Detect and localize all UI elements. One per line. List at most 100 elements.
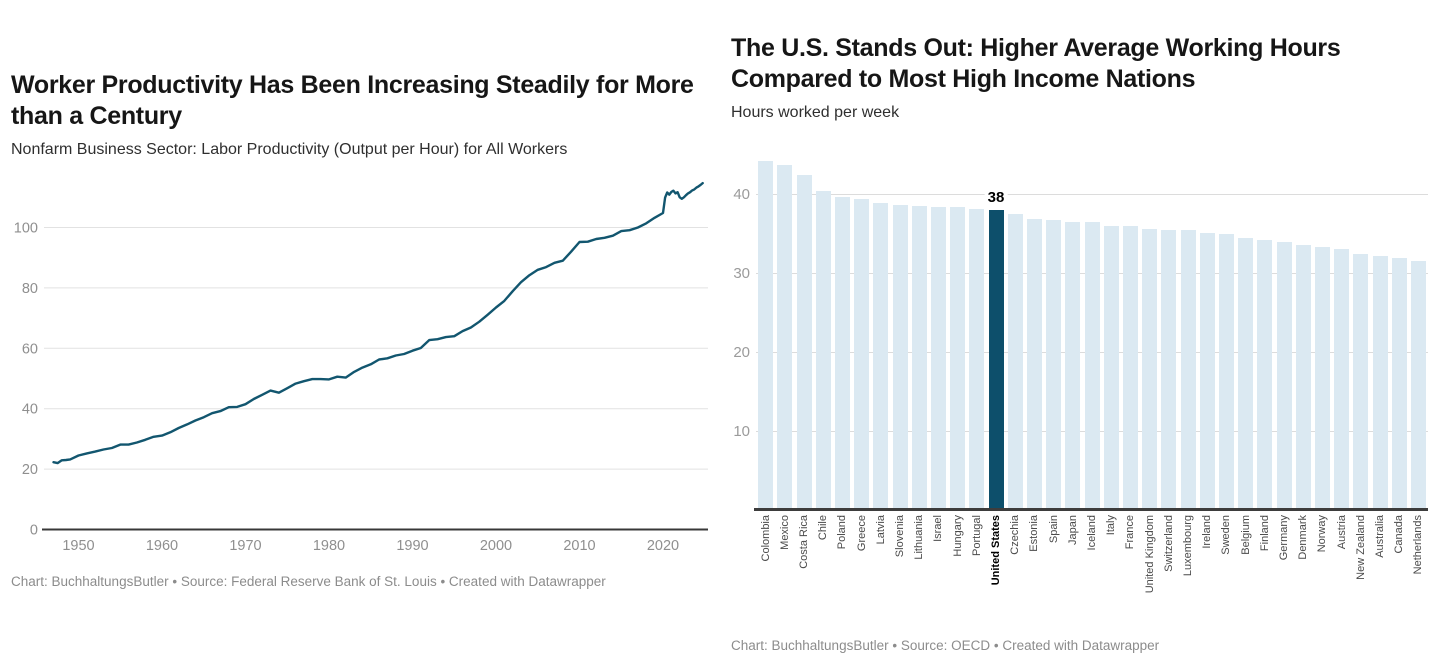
y-tick-label: 20 [733, 344, 750, 361]
bar [1122, 226, 1138, 510]
bar [796, 175, 812, 510]
bar [1334, 249, 1350, 510]
bar [1257, 239, 1273, 510]
country-label: Greece [855, 515, 868, 552]
bar [777, 164, 793, 510]
country-label: Denmark [1297, 515, 1310, 560]
y-tick-label: 10 [733, 423, 750, 440]
productivity-line [52, 181, 704, 465]
x-tick-label: 2010 [563, 538, 595, 554]
bar [1295, 244, 1311, 510]
country-label: Mexico [778, 515, 791, 550]
country-label: New Zealand [1354, 515, 1367, 580]
bar-highlighted [988, 209, 1004, 510]
left-chart-title-line2: than a Century [11, 102, 182, 130]
y-tick-label: 20 [22, 462, 38, 478]
country-label: Iceland [1086, 515, 1098, 551]
bar [1103, 225, 1119, 510]
x-tick-label: 1990 [396, 538, 428, 554]
bar [1084, 222, 1100, 510]
bar [1391, 257, 1407, 510]
bar [911, 205, 927, 510]
bar [1142, 228, 1158, 510]
bar [834, 197, 850, 510]
country-label: Sweden [1220, 515, 1233, 555]
y-tick-label: 60 [22, 341, 38, 357]
y-tick-label: 40 [22, 402, 38, 418]
right-chart-subtitle: Hours worked per week [731, 104, 900, 121]
right-chart-title-line2: Compared to Most High Income Nations [731, 65, 1196, 93]
y-tick-label: 40 [733, 186, 750, 203]
country-label: Estonia [1028, 515, 1041, 552]
country-label: Chile [817, 515, 830, 541]
country-label: Slovenia [894, 515, 906, 558]
x-axis-baseline [754, 508, 1428, 511]
bar [1065, 221, 1081, 510]
country-label: Portugal [970, 515, 983, 556]
bar [873, 203, 889, 510]
country-label: Colombia [759, 515, 772, 562]
bar [1238, 238, 1254, 510]
right-chart-title-line1: The U.S. Stands Out: Higher Average Work… [731, 34, 1341, 62]
x-tick-label: 1970 [229, 538, 261, 554]
country-label: Australia [1374, 515, 1386, 558]
us-value-label: 38 [984, 188, 1008, 206]
working-hours-bar-chart: 10 20 30 40 Colombia Mexico Costa Rica Chile Pol… [720, 0, 1440, 645]
bar [1410, 261, 1426, 510]
left-chart-attribution: Chart: BuchhaltungsButler • Source: Fede… [11, 574, 606, 589]
country-label: United Kingdom [1143, 515, 1156, 594]
country-label: Germany [1278, 515, 1290, 561]
left-chart-title: Worker Productivity Has Been Increasing … [11, 70, 694, 132]
right-chart-attribution-clipped: Chart: BuchhaltungsButler • Source: OECD… [731, 638, 1160, 653]
country-label: Netherlands [1412, 515, 1425, 575]
bar [892, 205, 908, 510]
y-tick-label: 100 [14, 221, 38, 237]
y-tick-label: 0 [30, 523, 38, 539]
bar [815, 190, 831, 510]
country-label: Czechia [1009, 515, 1022, 555]
bar [1314, 246, 1330, 510]
country-label: Austria [1335, 515, 1348, 550]
x-tick-label: 2000 [480, 538, 512, 554]
country-label: Lithuania [913, 515, 926, 560]
left-chart-title-line1: Worker Productivity Has Been Increasing … [11, 71, 694, 99]
country-label: Ireland [1201, 515, 1214, 549]
x-tick-label: 2020 [647, 538, 679, 554]
bar [1180, 230, 1196, 510]
bar [1218, 234, 1234, 510]
bar [1026, 219, 1042, 510]
bar [1353, 254, 1369, 510]
country-label: Luxembourg [1182, 515, 1194, 577]
country-label: Japan [1066, 515, 1079, 545]
bar [1199, 232, 1215, 510]
gridline [756, 194, 1428, 195]
right-chart-title: The U.S. Stands Out: Higher Average Work… [731, 33, 1341, 95]
country-label: Switzerland [1162, 515, 1175, 572]
country-label: Spain [1047, 515, 1060, 544]
productivity-line-chart: 0 20 40 60 80 100 1950 1960 1970 1980 1990 2000 2010… [14, 181, 708, 554]
country-label: Latvia [874, 515, 887, 545]
country-label: Norway [1316, 515, 1329, 553]
country-label: Hungary [951, 515, 964, 557]
bar [950, 207, 966, 510]
bar [969, 209, 985, 510]
bar [758, 160, 774, 510]
country-label: Israel [932, 515, 945, 542]
country-label: Costa Rica [798, 515, 810, 569]
country-label: Belgium [1239, 515, 1252, 555]
bar [1046, 220, 1062, 510]
y-tick-label: 30 [733, 265, 750, 282]
x-tick-label: 1960 [146, 538, 178, 554]
bar [854, 198, 870, 510]
bar [930, 206, 946, 510]
left-chart-subtitle: Nonfarm Business Sector: Labor Productiv… [11, 141, 568, 158]
bar [1161, 229, 1177, 510]
bar [1276, 242, 1292, 510]
country-label: Poland [836, 515, 849, 550]
country-label: Italy [1105, 515, 1118, 536]
x-tick-label: 1950 [62, 538, 94, 554]
country-label: France [1124, 515, 1137, 550]
country-label: United States [990, 515, 1002, 586]
bar [1007, 213, 1023, 510]
country-label: Canada [1393, 515, 1406, 554]
